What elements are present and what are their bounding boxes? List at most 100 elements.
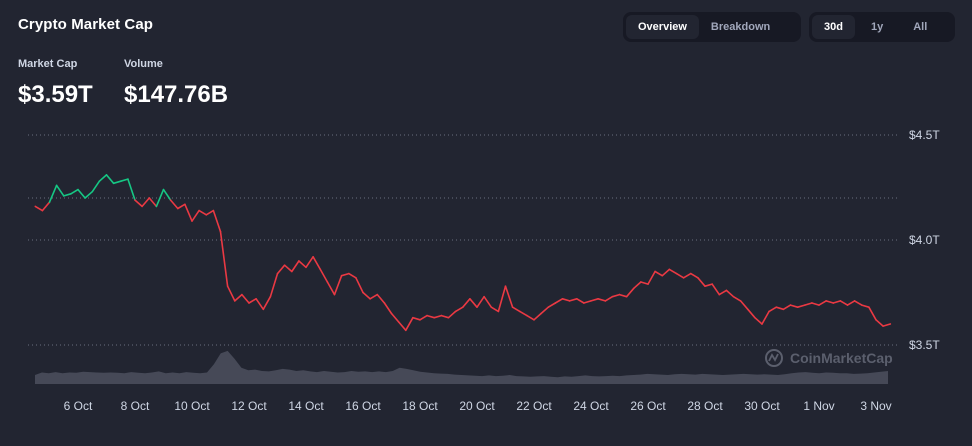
line-segment	[796, 304, 806, 309]
x-tick-label: 22 Oct	[516, 399, 552, 413]
line-segment	[768, 306, 778, 313]
line-segment	[547, 302, 557, 309]
line-segment	[305, 255, 314, 269]
line-segment	[490, 306, 500, 313]
line-segment	[704, 283, 713, 288]
volume-label: Volume	[124, 58, 163, 70]
line-segment	[511, 306, 521, 313]
line-segment	[141, 197, 151, 208]
line-segment	[775, 306, 785, 311]
tab-breakdown[interactable]: Breakdown	[710, 21, 771, 33]
line-segment	[818, 300, 827, 306]
market-cap-value: $3.59T	[18, 81, 93, 108]
line-segment	[675, 272, 685, 279]
line-segment	[860, 304, 870, 309]
line-segment	[205, 209, 215, 216]
line-segment	[62, 193, 72, 197]
line-segment	[276, 264, 286, 275]
x-tick-label: 3 Nov	[860, 399, 891, 413]
range-30d-button[interactable]: 30d	[812, 15, 855, 39]
line-segment	[839, 300, 849, 306]
x-tick-label: 12 Oct	[231, 399, 267, 413]
line-segment	[198, 209, 208, 216]
line-segment	[746, 308, 756, 319]
line-segment	[283, 264, 293, 273]
line-segment	[661, 268, 671, 277]
x-tick-label: 20 Oct	[459, 399, 495, 413]
line-segment	[782, 304, 792, 311]
line-segment	[461, 297, 471, 309]
line-segment	[248, 297, 257, 304]
volume-area	[35, 350, 888, 384]
line-segment	[419, 314, 428, 321]
line-segment	[212, 209, 222, 233]
line-segment	[241, 293, 250, 304]
line-segment	[739, 300, 749, 311]
x-tick-label: 26 Oct	[630, 399, 666, 413]
line-segment	[355, 276, 364, 294]
line-segment	[269, 272, 279, 298]
line-segment	[832, 300, 842, 304]
x-tick-label: 14 Oct	[288, 399, 324, 413]
line-segment	[390, 312, 400, 323]
line-segment	[433, 314, 443, 319]
line-segment	[583, 300, 592, 304]
line-segment	[70, 188, 79, 195]
line-segment	[732, 295, 742, 302]
line-segment	[568, 297, 578, 302]
line-segment	[219, 230, 229, 288]
view-toggle: Overview Breakdown	[623, 12, 801, 42]
range-all-button[interactable]: All	[913, 21, 928, 33]
line-segment	[825, 300, 835, 304]
watermark-text: CoinMarketCap	[790, 350, 893, 366]
line-segment	[120, 178, 129, 182]
line-segment	[483, 295, 493, 309]
line-segment	[853, 300, 863, 306]
line-segment	[262, 295, 272, 311]
range-1y-button[interactable]: 1y	[870, 21, 884, 33]
line-segment	[333, 274, 343, 296]
line-segment	[590, 297, 599, 302]
line-segment	[319, 268, 329, 283]
y-tick-label: $3.5T	[909, 338, 940, 352]
x-tick-label: 28 Oct	[687, 399, 723, 413]
line-segment	[226, 285, 236, 302]
line-segment	[184, 203, 193, 222]
line-segment	[711, 283, 721, 296]
line-segment	[134, 199, 143, 208]
line-segment	[312, 255, 322, 271]
line-segment	[84, 190, 94, 199]
line-segment	[55, 184, 65, 197]
x-tick-label: 6 Oct	[64, 399, 93, 413]
line-segment	[326, 281, 336, 296]
x-tick-label: 1 Nov	[803, 399, 834, 413]
line-segment	[540, 306, 550, 315]
line-segment	[497, 285, 507, 313]
x-tick-label: 24 Oct	[573, 399, 609, 413]
line-segment	[169, 199, 179, 210]
tab-overview[interactable]: Overview	[626, 15, 699, 39]
x-tick-label: 8 Oct	[121, 399, 150, 413]
line-segment	[754, 316, 763, 325]
line-segment	[412, 316, 421, 321]
line-segment	[148, 197, 158, 208]
line-segment	[846, 300, 856, 306]
x-tick-label: 18 Oct	[402, 399, 438, 413]
line-segment	[376, 293, 386, 304]
line-segment	[803, 302, 813, 306]
x-axis: 6 Oct 8 Oct 10 Oct 12 Oct 14 Oct 16 Oct 18 Oct…	[64, 399, 892, 413]
y-tick-label: $4.5T	[909, 128, 940, 142]
market-cap-line	[34, 174, 892, 332]
line-segment	[504, 285, 514, 309]
y-tick-label: $4.0T	[909, 233, 940, 247]
line-segment	[575, 297, 585, 304]
line-segment	[761, 310, 770, 325]
line-segment	[718, 289, 728, 296]
line-segment	[234, 293, 243, 302]
line-segment	[882, 323, 892, 327]
line-segment	[362, 291, 371, 300]
line-segment	[298, 260, 307, 269]
x-tick-label: 10 Oct	[174, 399, 210, 413]
line-segment	[426, 314, 436, 319]
